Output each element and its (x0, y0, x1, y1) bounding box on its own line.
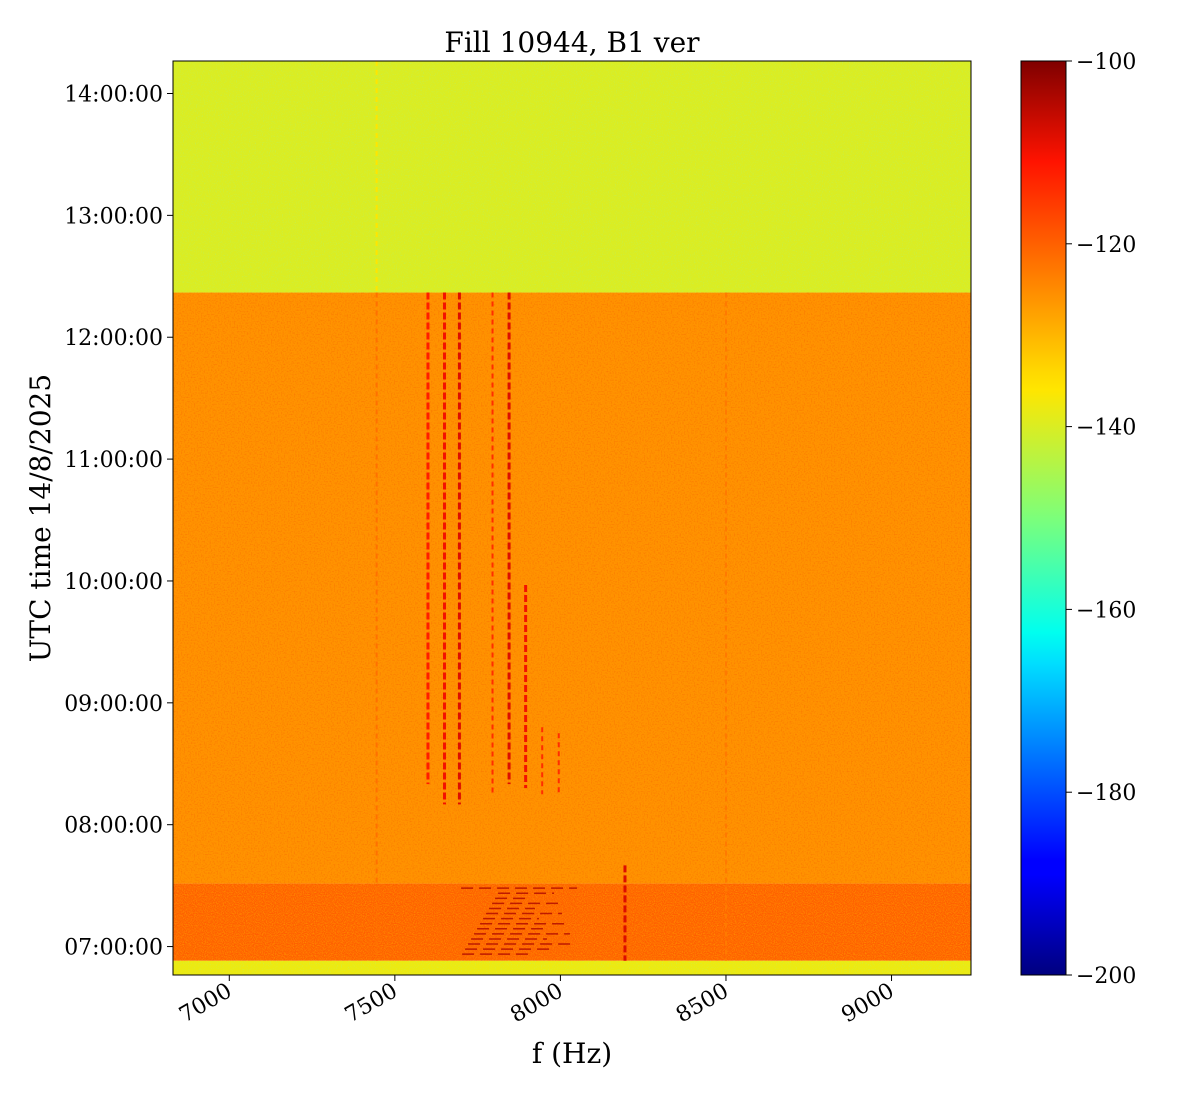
x-tick-label: 8000 (506, 979, 567, 1029)
y-tick-label: 07:00:00 (64, 936, 163, 961)
burst-patch (461, 885, 577, 957)
colorbar-gradient (1020, 60, 1067, 976)
colorbar-tick-label: −100 (1076, 50, 1136, 75)
region-noise (173, 292, 971, 884)
colorbar-tick-label: −140 (1076, 416, 1136, 441)
region-noise (173, 61, 971, 293)
heatmap-plot-area (173, 61, 971, 975)
y-tick-label: 09:00:00 (64, 692, 163, 717)
y-tick-label: 08:00:00 (64, 814, 163, 839)
x-tick-label: 7000 (175, 979, 236, 1029)
plot-frame (172, 60, 972, 976)
y-axis-label: UTC time 14/8/2025 (24, 374, 57, 662)
x-axis: 7000 7500 8000 8500 9000 (175, 975, 899, 1029)
colorbar-tick-label: −180 (1076, 781, 1136, 806)
noise-texture (173, 61, 971, 975)
y-axis: 07:00:00 08:00:00 09:00:00 10:00:00 11:00:00… (64, 82, 173, 961)
y-tick-label: 14:00:00 (64, 82, 163, 107)
chart-title: Fill 10944, B1 ver (444, 26, 700, 59)
spectral-lines (375, 61, 727, 961)
colorbar-tick-label: −200 (1076, 964, 1136, 989)
y-tick-label: 12:00:00 (64, 326, 163, 351)
y-tick-label: 10:00:00 (64, 570, 163, 595)
colorbar-ticks: −100 −120 −140 −160 −180 −200 (1066, 50, 1136, 989)
x-axis-label: f (Hz) (532, 1037, 612, 1070)
y-tick-label: 13:00:00 (64, 204, 163, 229)
region-noise (173, 960, 971, 975)
colorbar-tick-label: −120 (1076, 233, 1136, 258)
x-tick-label: 8500 (672, 979, 733, 1029)
colorbar: −100 −120 −140 −160 −180 −200 (1020, 50, 1136, 989)
x-tick-label: 7500 (341, 979, 402, 1029)
x-tick-label: 9000 (838, 979, 899, 1029)
colorbar-tick-label: −160 (1076, 598, 1136, 623)
burst-patches (461, 885, 577, 957)
y-tick-label: 11:00:00 (64, 448, 163, 473)
